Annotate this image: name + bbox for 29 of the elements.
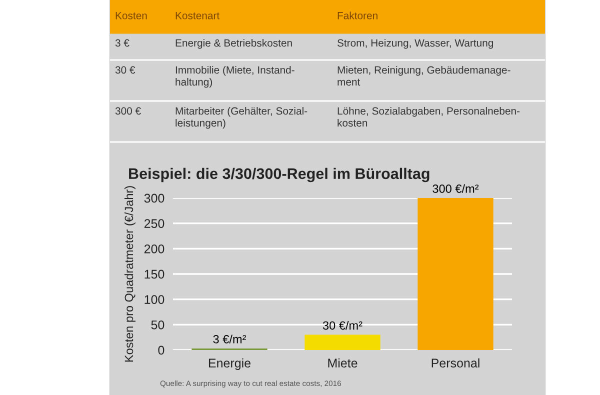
- x-tick-label: Personal: [432, 358, 480, 368]
- x-tick-label: Energie: [208, 358, 250, 370]
- text: Kosten: [116, 12, 147, 20]
- text: Strom, Heizung, Wasser, Wartung: [337, 39, 494, 49]
- bar: [418, 198, 494, 350]
- text: 300 €: [115, 107, 141, 115]
- x-tick-label: Miete: [328, 358, 358, 368]
- text: 30 €: [115, 66, 136, 74]
- y-tick-label: 100: [144, 295, 164, 304]
- y-tick-label: 200: [144, 244, 164, 254]
- y-tick-label: 50: [151, 320, 164, 330]
- data-label: 3 €/m²: [213, 334, 246, 344]
- text: Immobilie (Miete, Instand- haltung): [176, 66, 294, 88]
- text: Faktoren: [338, 12, 378, 20]
- data-label: 30 €/m²: [322, 321, 362, 330]
- y-tick-label: 150: [144, 270, 164, 279]
- text: Kostenart: [176, 12, 220, 20]
- bar: [304, 334, 380, 350]
- text: Mitarbeiter (Gehälter, Sozial- leistungen): [176, 107, 308, 129]
- text: Löhne, Sozialabgaben, Personalneben- kosten: [338, 107, 520, 127]
- text: Mieten, Reinigung, Gebäudemanage- ment: [338, 66, 510, 86]
- y-axis-title: Kosten pro Quadratmeter (€/Jahr): [124, 186, 136, 362]
- y-tick-label: 300: [144, 194, 164, 203]
- y-tick-label: 0: [158, 346, 164, 355]
- text: Energie & Betriebskosten: [176, 39, 292, 49]
- y-tick-label: 250: [144, 219, 164, 228]
- chart-title: Beispiel: die 3/30/300-Regel im Büroalltag: [129, 168, 430, 182]
- data-label: 300 €/m²: [432, 184, 479, 193]
- text: 3 €: [115, 39, 130, 47]
